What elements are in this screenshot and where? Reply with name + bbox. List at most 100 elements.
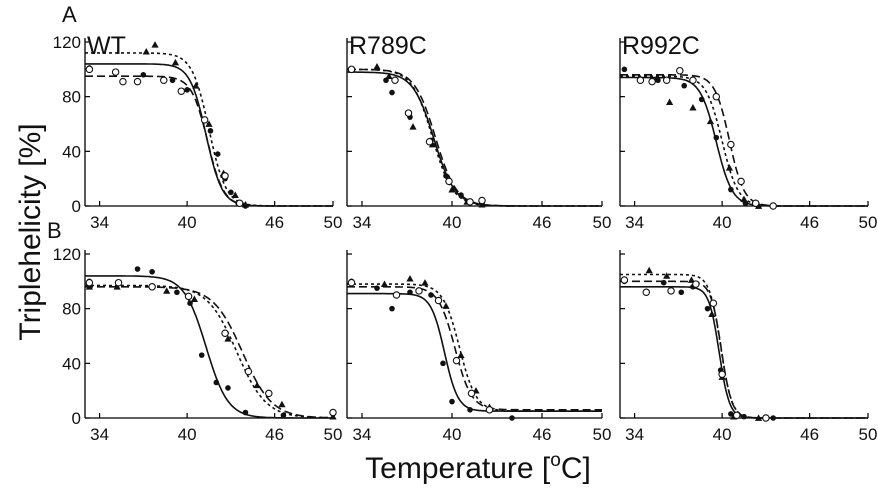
data-point-triangle [708, 310, 716, 318]
fit-curve-solid [347, 292, 602, 412]
data-point-triangle [428, 140, 437, 148]
data-point-triangle [406, 275, 414, 282]
data-point-triangle [421, 279, 429, 286]
data-point-filled-circle [728, 411, 734, 417]
data-point-filled-circle [184, 87, 190, 93]
x-tick-label: 46 [533, 213, 552, 232]
data-point-open-circle [392, 291, 401, 299]
data-point-triangle [409, 123, 417, 130]
data-point-open-circle [329, 408, 337, 417]
x-tick-label: 46 [533, 425, 552, 444]
y-tick-label: 120 [53, 245, 81, 264]
x-tick-label: 50 [593, 213, 612, 232]
data-point-open-circle [712, 92, 721, 101]
panel-b-1: 0 40 80 120 34 40 46 50 [53, 245, 343, 444]
data-point-open-circle [425, 138, 434, 146]
data-point-open-circle [160, 76, 168, 85]
x-tick-label: 34 [625, 425, 644, 444]
panel-a-2: 34 40 46 50 R789C [346, 32, 612, 232]
data-point-filled-circle [213, 379, 220, 386]
data-point-open-circle [347, 65, 356, 74]
data-point-open-circle [642, 288, 651, 297]
panel-a-3: 34 40 46 50 R992C [619, 32, 877, 232]
x-tick-label: 34 [353, 213, 372, 232]
fit-curve-solid [85, 275, 333, 419]
data-point-open-circle [184, 292, 193, 301]
data-point-open-circle [221, 172, 229, 180]
fit-curve-solid [347, 71, 602, 207]
data-point-triangle [666, 98, 674, 106]
data-point-open-circle [676, 66, 684, 75]
y-tick-label: 0 [72, 197, 81, 216]
panel-title: R992C [622, 32, 700, 60]
fit-curve-dotted [85, 284, 333, 419]
data-point-triangle [448, 186, 456, 193]
data-point-open-circle [732, 411, 741, 420]
data-point-triangle [457, 351, 465, 359]
data-point-filled-circle [443, 173, 449, 179]
data-point-triangle [205, 120, 213, 127]
data-point-open-circle [391, 76, 399, 85]
x-axis-label: Temperature [oC] [365, 450, 591, 485]
data-point-filled-circle [440, 360, 446, 367]
data-point-open-circle [434, 296, 443, 305]
row-label-a: A [62, 2, 77, 27]
data-point-triangle [253, 381, 261, 389]
data-point-open-circle [177, 87, 186, 95]
y-tick-label: 40 [62, 354, 81, 373]
panel-b-3: 34 40 46 50 [619, 250, 877, 444]
x-tick-label: 50 [324, 213, 343, 232]
data-point-triangle [192, 82, 200, 89]
x-tick-label: 50 [324, 425, 343, 444]
data-point-open-circle [85, 65, 94, 74]
data-point-open-circle [466, 198, 474, 206]
data-point-open-circle [718, 370, 726, 379]
data-point-open-circle [662, 76, 671, 85]
fit-curve-solid [620, 76, 868, 207]
data-point-filled-circle [214, 151, 221, 157]
data-point-triangle [725, 164, 734, 171]
data-point-filled-circle [678, 289, 685, 296]
data-point-triangle [142, 47, 150, 55]
data-point-open-circle [114, 278, 123, 287]
fit-curve-dotted [347, 68, 602, 207]
y-tick-label: 80 [62, 88, 81, 107]
data-point-open-circle [751, 199, 760, 208]
data-point-open-circle [452, 356, 461, 365]
data-point-open-circle [148, 283, 156, 291]
data-point-filled-circle [728, 186, 734, 193]
data-point-triangle [171, 58, 180, 66]
data-point-triangle [645, 266, 653, 274]
data-point-triangle [231, 191, 239, 198]
data-point-open-circle [467, 389, 476, 398]
data-point-open-circle [667, 287, 675, 295]
x-tick-label: 46 [265, 425, 284, 444]
data-point-open-circle [689, 76, 697, 85]
x-tick-label: 34 [625, 213, 644, 232]
x-tick-label: 46 [800, 425, 819, 444]
fit-curve-dotted [620, 75, 868, 207]
data-point-triangle [385, 72, 393, 80]
data-point-open-circle [235, 199, 244, 208]
data-point-triangle [689, 104, 697, 111]
data-point-open-circle [445, 177, 453, 186]
x-axis-label-unit: C] [561, 452, 591, 485]
data-point-open-circle [485, 406, 494, 414]
data-point-open-circle [221, 329, 229, 338]
data-point-open-circle [265, 389, 273, 398]
row-label-b: B [47, 218, 62, 243]
data-point-triangle [190, 295, 199, 302]
x-tick-label: 46 [800, 213, 819, 232]
data-point-filled-circle [509, 415, 515, 421]
x-tick-label: 40 [443, 213, 462, 232]
data-point-filled-circle [242, 409, 249, 416]
fit-curve-dashed [347, 286, 602, 411]
data-point-open-circle [762, 414, 770, 422]
x-axis-label-main: Temperature [ [365, 452, 551, 485]
data-point-filled-circle [449, 398, 455, 405]
y-tick-label: 80 [62, 300, 81, 319]
data-point-filled-circle [621, 66, 628, 73]
data-point-triangle [113, 283, 121, 290]
data-point-open-circle [200, 116, 209, 124]
x-tick-label: 50 [593, 425, 612, 444]
